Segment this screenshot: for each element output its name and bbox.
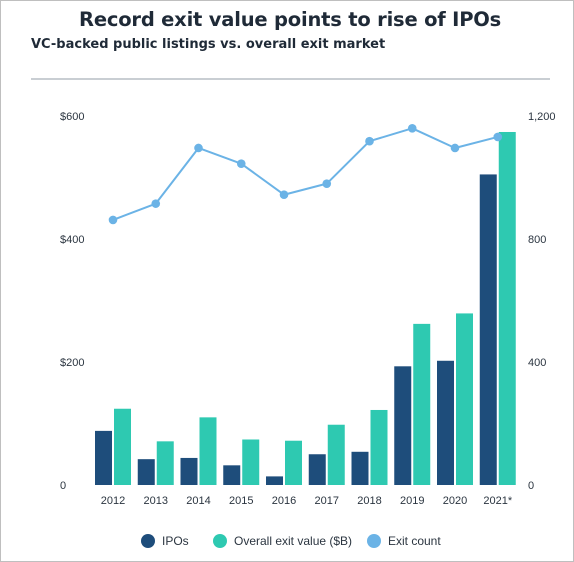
bar-exit-value xyxy=(327,424,345,485)
y-left-tick-label: $200 xyxy=(60,357,84,369)
bar-exit-value xyxy=(285,440,302,485)
bar-exit-value xyxy=(498,131,516,486)
x-tick-label: 2019 xyxy=(400,495,424,507)
y-left-tick-label: 0 xyxy=(60,480,66,492)
exit-count-point xyxy=(236,159,246,168)
bar-ipos xyxy=(437,360,454,485)
x-tick-label: 2018 xyxy=(357,495,381,507)
bar-exit-value xyxy=(156,441,174,485)
legend-ipos-marker xyxy=(141,534,155,548)
y-right-tick-label: 0 xyxy=(528,480,534,492)
exit-count-point xyxy=(493,132,503,142)
legend-exit-count-marker xyxy=(367,534,381,548)
bar-exit-value xyxy=(413,323,431,485)
exit-count-point xyxy=(194,143,203,153)
bar-ipos xyxy=(180,457,198,485)
bar-ipos xyxy=(394,366,412,485)
y-right-tick-label: 1,200 xyxy=(528,111,556,123)
header-divider xyxy=(31,78,550,80)
bar-exit-value xyxy=(370,409,388,485)
bar-exit-value xyxy=(114,408,131,485)
y-right-tick-label: 800 xyxy=(528,234,546,246)
exit-count-point xyxy=(108,215,118,225)
bar-ipos xyxy=(95,430,112,485)
x-tick-label: 2016 xyxy=(272,495,296,507)
bar-exit-value xyxy=(242,439,260,485)
x-tick-label: 2012 xyxy=(101,495,125,507)
x-tick-label: 2020 xyxy=(443,495,467,507)
bar-exit-value xyxy=(199,417,217,485)
x-tick-label: 2017 xyxy=(315,495,339,507)
chart-subtitle: VC-backed public listings vs. overall ex… xyxy=(31,37,386,52)
exit-count-point xyxy=(322,179,332,188)
exit-count-line xyxy=(112,127,499,221)
bar-ipos xyxy=(308,454,326,485)
exit-count-point xyxy=(365,136,374,146)
bar-ipos xyxy=(266,476,283,485)
y-left-tick-label: $400 xyxy=(60,234,84,246)
x-tick-label: 2021* xyxy=(483,495,512,507)
chart-title: Record exit value points to rise of IPOs xyxy=(79,8,502,31)
bar-ipos xyxy=(137,459,155,485)
exit-count-point xyxy=(450,143,460,153)
bar-ipos xyxy=(223,465,241,485)
bar-ipos xyxy=(479,174,497,486)
legend-ipos-label: IPOs xyxy=(162,534,189,548)
x-tick-label: 2014 xyxy=(186,495,210,507)
exit-count-point xyxy=(407,124,417,133)
y-left-tick-label: $600 xyxy=(60,111,84,123)
legend-exit-value-label: Overall exit value ($B) xyxy=(234,534,352,548)
bar-ipos xyxy=(351,451,369,485)
bar-exit-value xyxy=(456,313,473,485)
legend-exit-value-marker xyxy=(213,534,227,548)
y-right-tick-label: 400 xyxy=(528,357,546,369)
legend-exit-count-label: Exit count xyxy=(388,534,441,548)
exit-count-point xyxy=(151,199,161,208)
exit-count-point xyxy=(279,190,289,200)
x-tick-label: 2013 xyxy=(144,495,168,507)
x-tick-label: 2015 xyxy=(229,495,253,507)
